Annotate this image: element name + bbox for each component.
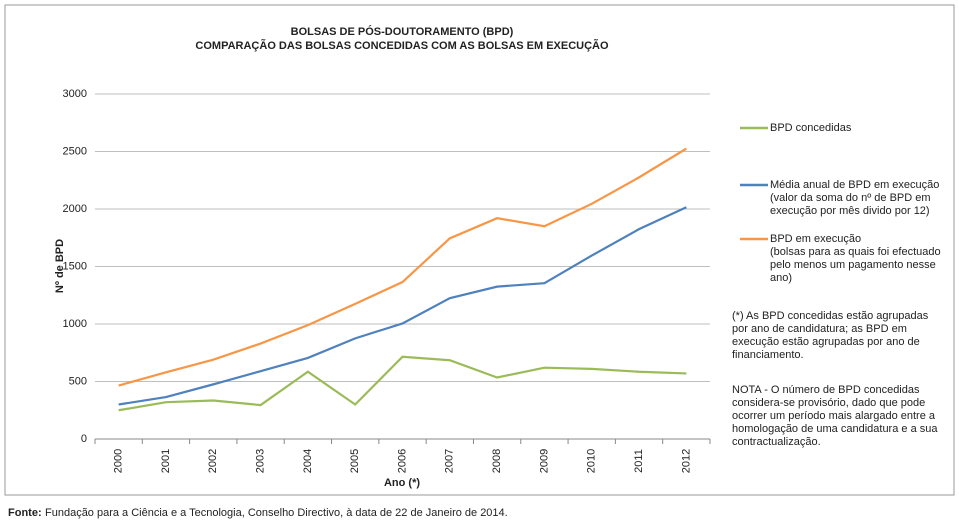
note: financiamento. [732, 349, 804, 361]
note: homologação de uma candidatura e a sua [732, 423, 938, 435]
x-tick-label: 2008 [491, 449, 503, 473]
y-tick-label: 1500 [63, 260, 87, 272]
source: Fundação para a Ciência e a Tecnologia, … [45, 507, 508, 519]
x-tick-label: 2003 [254, 449, 266, 473]
series-line [118, 206, 687, 406]
x-tick-label: 2006 [396, 449, 408, 473]
legend-description: ano) [770, 272, 792, 284]
legend-description: execução por mês divido por 12) [770, 205, 930, 217]
y-tick-label: 1000 [63, 318, 87, 330]
y-tick-label: 2500 [63, 145, 87, 157]
y-tick-label: 0 [81, 433, 87, 445]
y-tick-label: 500 [69, 375, 87, 387]
legend-label: Média anual de BPD em execução [770, 179, 939, 191]
x-tick-label: 2010 [586, 449, 598, 473]
x-tick-label: 2011 [633, 449, 645, 473]
series-line [118, 147, 687, 387]
x-tick-label: 2007 [444, 449, 456, 473]
x-tick-label: 2004 [302, 449, 314, 473]
series-line [118, 355, 687, 412]
x-tick-label: 2002 [207, 449, 219, 473]
x-tick-label: 2000 [113, 449, 125, 473]
note: execução estão agrupadas por ano de [732, 336, 920, 348]
legend-label: BPD em execução [770, 233, 861, 245]
note: por ano de candidatura; as BPD em [732, 323, 907, 335]
y-tick-label: 2000 [63, 203, 87, 215]
x-tick-label: 2009 [538, 449, 550, 473]
chart-title: BOLSAS DE PÓS-DOUTORAMENTO (BPD) [291, 25, 514, 38]
x-axis-title: Ano (*) [384, 477, 420, 489]
legend-description: (bolsas para as quais foi efectuado [770, 246, 941, 258]
note: NOTA - O número de BPD concedidas [732, 384, 920, 396]
legend-label: BPD concedidas [770, 122, 852, 134]
y-axis-title: Nº de BPD [54, 239, 66, 293]
chart-subtitle: COMPARAÇÃO DAS BOLSAS CONCEDIDAS COM AS … [195, 39, 609, 52]
y-tick-label: 3000 [63, 88, 87, 100]
legend-description: (valor da soma do nº de BPD em [770, 192, 931, 204]
x-tick-label: 2005 [349, 449, 361, 473]
note: contractualização. [732, 436, 821, 448]
note: considera-se provisório, dado que pode [732, 397, 925, 409]
x-tick-label: 2012 [680, 449, 692, 473]
note: ocorrer um período mais alargado entre a [732, 410, 936, 422]
x-tick-label: 2001 [160, 449, 172, 473]
legend-description: pelo menos um pagamento nesse [770, 259, 936, 271]
note: (*) As BPD concedidas estão agrupadas [732, 310, 929, 322]
source-label: Fonte: [8, 507, 42, 519]
chart-border [4, 4, 955, 496]
